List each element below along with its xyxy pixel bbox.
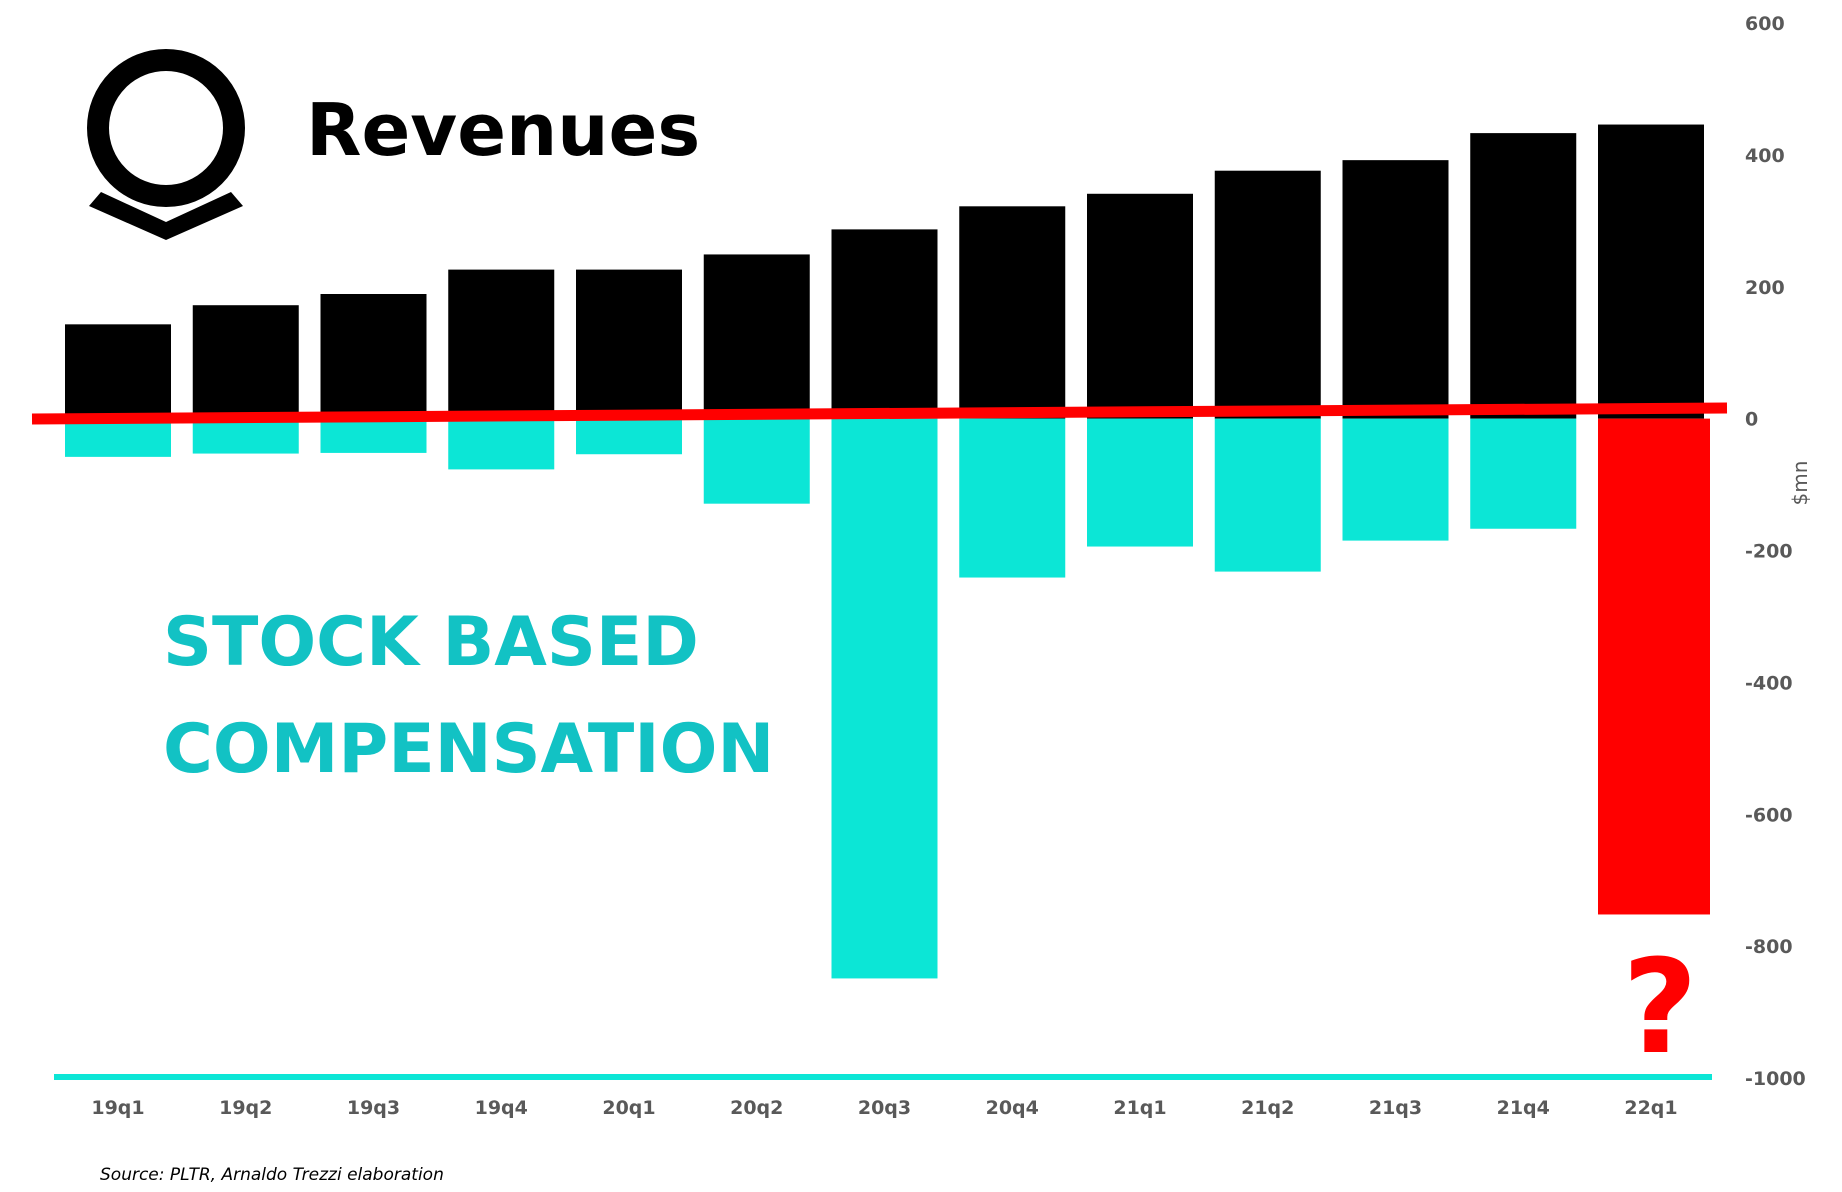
sbc-bar-20q2	[703, 418, 810, 504]
sbc-bar-20q1	[576, 418, 682, 455]
y-tick-label: 0	[1745, 409, 1758, 431]
sbc-title-line2: COMPENSATION	[163, 710, 774, 789]
x-axis: 19q1 19q2 19q3 19q4 20q1 20q2 20q3 20q4 21q1 21q2…	[91, 1097, 1677, 1119]
sbc-bar-20q4	[959, 418, 1066, 578]
question-mark-annotation: ?	[1622, 931, 1697, 1083]
x-tick-label-20q4: 20q4	[986, 1097, 1039, 1119]
sbc-bar-21q1	[1087, 418, 1193, 547]
y-tick-label: -200	[1745, 541, 1793, 563]
y-tick-label: -600	[1745, 804, 1793, 826]
sbc-title-line1: STOCK BASED	[163, 603, 699, 682]
zero-line	[31, 402, 1728, 425]
revenue-bar-21q1	[1087, 193, 1193, 419]
sbc-bar-19q1	[65, 418, 171, 457]
palantir-logo-icon	[87, 49, 245, 240]
x-tick-label-20q3: 20q3	[858, 1097, 911, 1119]
revenue-bar-20q3	[831, 229, 938, 419]
revenue-bar-21q2	[1214, 170, 1321, 419]
revenue-bar-19q4	[448, 269, 555, 419]
source-note: Source: PLTR, Arnaldo Trezzi elaboration	[100, 1165, 444, 1185]
y-tick-label: 600	[1745, 13, 1785, 35]
x-tick-label-20q1: 20q1	[602, 1097, 655, 1119]
x-tick-label-21q2: 21q2	[1241, 1097, 1294, 1119]
y-tick-label: 200	[1745, 277, 1785, 299]
revenue-bar-19q3	[320, 294, 427, 419]
y-tick-label: -800	[1745, 936, 1793, 958]
revenue-bar-20q4	[959, 206, 1066, 419]
revenues-title: Revenues	[306, 88, 700, 172]
y-tick-label: -1000	[1745, 1068, 1806, 1090]
y-axis: 600 400 200 0 -200 -400 -600 -800 -1000	[1745, 13, 1806, 1090]
x-tick-label-21q4: 21q4	[1497, 1097, 1550, 1119]
sbc-bar-21q4	[1470, 418, 1577, 529]
sbc-bar-19q3	[320, 418, 427, 453]
sbc-bar-20q3	[831, 418, 938, 979]
x-tick-label-21q1: 21q1	[1113, 1097, 1166, 1119]
y-axis-label: $mn	[1788, 461, 1812, 506]
revenue-bar-22q1	[1598, 124, 1704, 419]
sbc-bar-19q2	[192, 418, 299, 454]
revenue-bar-19q2	[192, 305, 299, 419]
x-tick-label-19q4: 19q4	[475, 1097, 528, 1119]
y-tick-label: 400	[1745, 145, 1785, 167]
sbc-bar-21q2	[1214, 418, 1321, 572]
x-tick-label-19q2: 19q2	[219, 1097, 272, 1119]
y-tick-label: -400	[1745, 672, 1793, 694]
revenue-bar-21q4	[1470, 133, 1577, 419]
x-tick-label-21q3: 21q3	[1369, 1097, 1422, 1119]
revenue-bar-20q2	[703, 254, 810, 419]
x-tick-label-19q1: 19q1	[91, 1097, 144, 1119]
revenue-bar-21q3	[1342, 160, 1449, 419]
revenue-bar-20q1	[576, 269, 682, 419]
sbc-bars	[65, 418, 1710, 979]
x-tick-label-19q3: 19q3	[347, 1097, 400, 1119]
sbc-bar-19q4	[448, 418, 555, 470]
x-tick-label-22q1: 22q1	[1624, 1097, 1677, 1119]
revenue-bars	[65, 124, 1704, 419]
revenue-bar-19q1	[65, 324, 171, 419]
sbc-bar-21q3	[1342, 418, 1449, 541]
x-tick-label-20q2: 20q2	[730, 1097, 783, 1119]
highlight-bar-22q1	[1598, 418, 1710, 915]
